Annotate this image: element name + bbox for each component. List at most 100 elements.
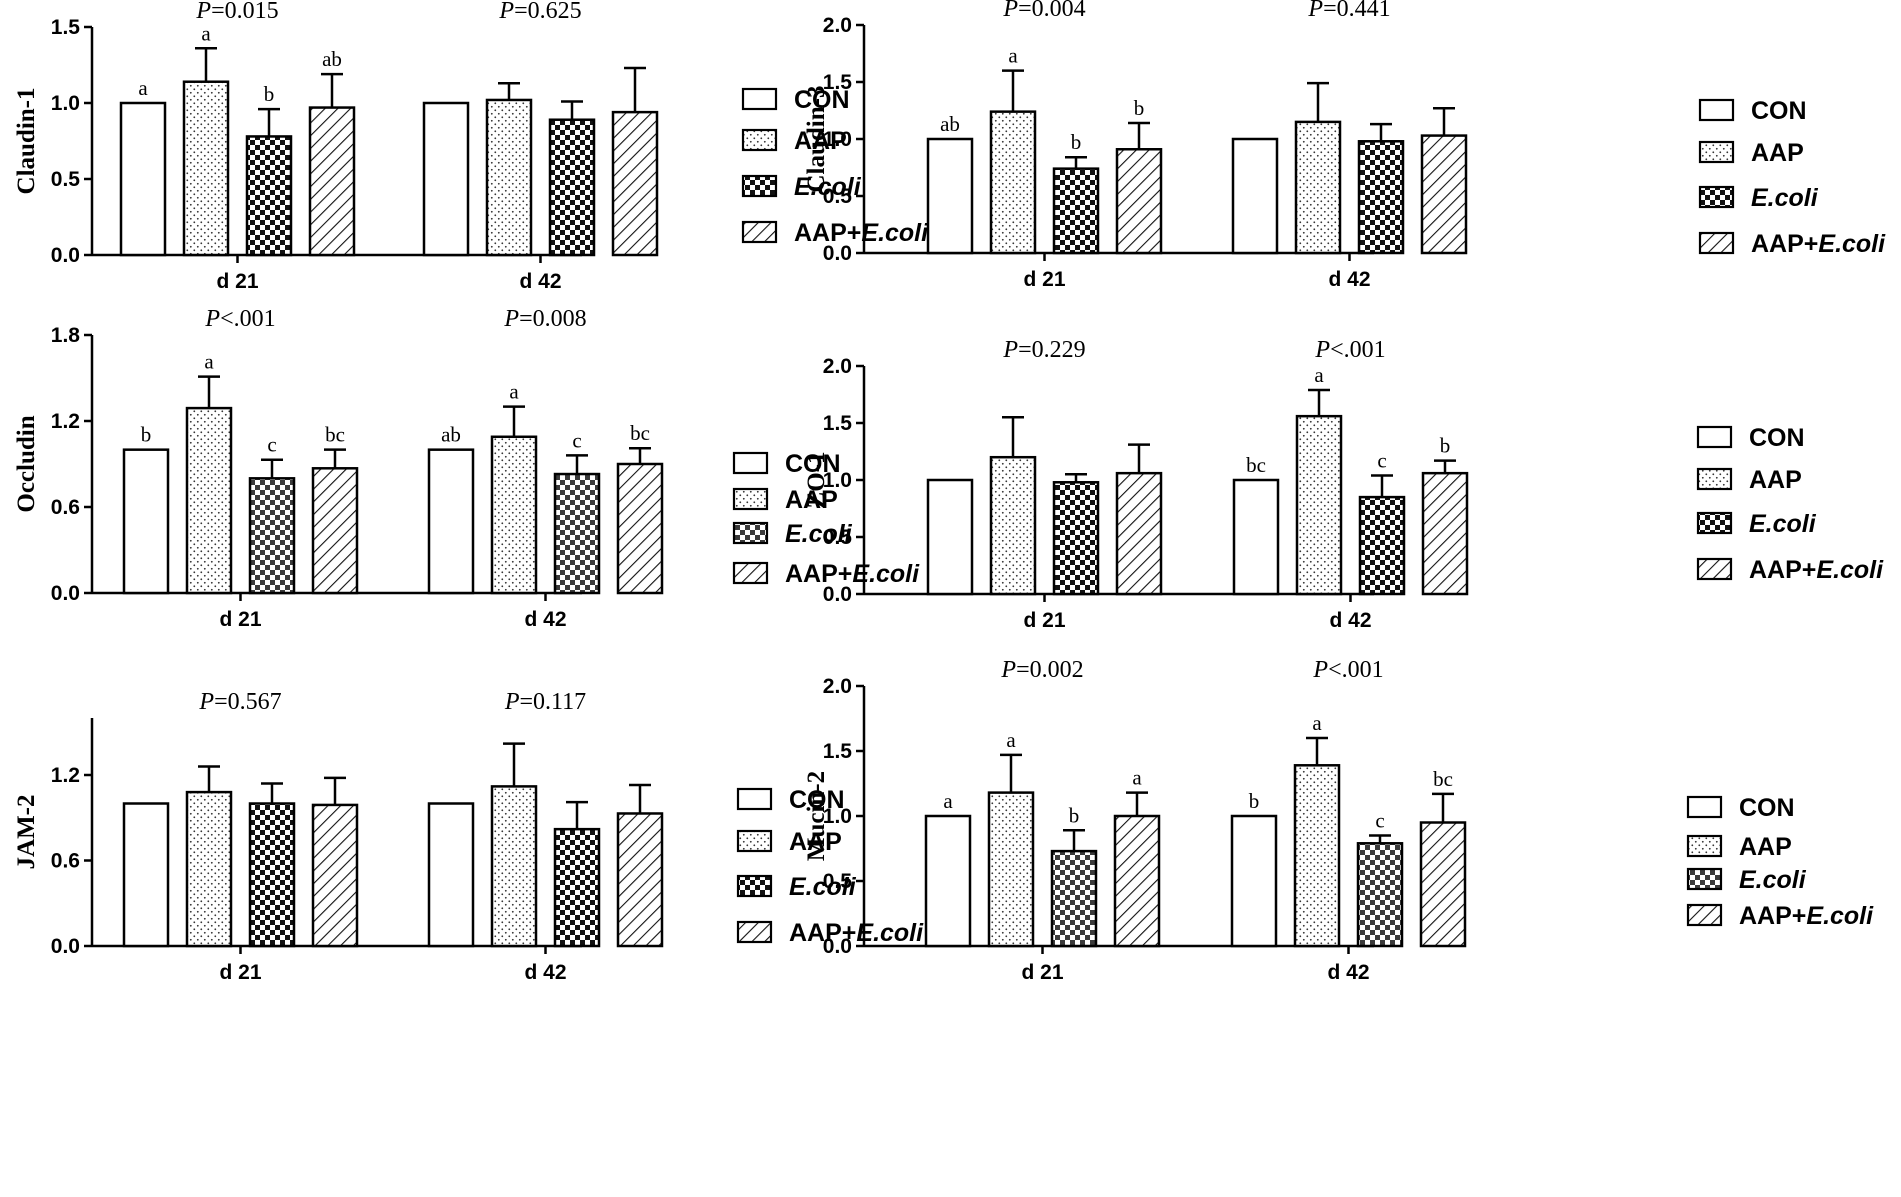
bar-aap-e-coli-d21 [311,467,359,595]
significance-letter: b [264,82,275,106]
legend-swatch [1696,511,1733,535]
significance-letter: bc [325,423,345,447]
legend-swatch [732,561,769,585]
p-value: P=0.567 [198,689,281,715]
x-tick-label: d 21 [1023,609,1065,632]
y-tick-label: 0.0 [823,242,852,265]
bar-con-d21 [926,478,974,596]
bar-e-coli-d21 [245,135,293,257]
x-tick-label: d 42 [1329,609,1371,632]
y-tick-label: 0.0 [51,582,80,605]
legend-label: AAP [789,828,842,856]
p-value: P<.001 [204,306,275,332]
legend-swatch [1686,903,1723,927]
y-tick-label: 1.0 [823,805,852,828]
significance-letter: c [1377,448,1386,472]
legend-swatch [1686,834,1723,858]
x-tick-label: d 42 [1328,268,1370,291]
bar-aap-e-coli-d21 [1115,471,1163,596]
bar-aap-e-coli-d21 [1115,148,1163,255]
legend-label: E.coli [1739,866,1807,894]
bar-aap-e-coli-d21 [308,106,356,257]
legend-label: AAP [1739,833,1792,861]
bar-con-d42 [422,101,470,257]
significance-letter: bc [630,421,650,445]
x-tick-label: d 42 [519,270,561,293]
x-tick-label: d 21 [219,608,261,631]
bar-e-coli-d42 [1358,495,1406,596]
bar-e-coli-d42 [1356,842,1404,948]
legend-swatch [736,874,773,898]
legend-label: AAP [1751,139,1804,167]
y-tick-label: 2.0 [823,675,852,698]
legend-label: CON [785,450,841,478]
significance-letter: a [509,380,519,404]
bar-aap-e-coli-d42 [616,812,664,948]
legend-swatch [1698,98,1735,122]
legend-swatch [1686,867,1723,891]
bar-aap-d42 [485,98,533,257]
y-tick-label: 0.0 [823,935,852,958]
significance-letter: a [204,350,214,374]
bar-con-d21 [122,448,170,595]
y-axis-label: JAM-2 [13,795,40,870]
y-tick-label: 1.5 [51,16,81,39]
bar-aap-e-coli-d42 [611,110,659,257]
y-tick-label: 2.0 [823,355,852,378]
significance-letter: b [1440,434,1451,458]
y-tick-label: 0.5 [823,526,853,549]
significance-letter: a [1314,363,1324,387]
legend-label: AAP [794,127,847,155]
y-axis-label: Claudin-3 [803,86,830,193]
significance-letter: a [138,76,148,100]
significance-letter: c [572,428,581,452]
legend-swatch [1698,140,1735,164]
y-tick-label: 0.0 [51,935,80,958]
legend: CON AAP E.coli AAP+E.coli [741,86,929,247]
y-tick-label: 1.5 [823,412,853,435]
significance-letter: ab [940,112,960,136]
bar-aap-d21 [989,110,1037,255]
legend-label: E.coli [789,873,857,901]
x-tick-label: d 21 [219,961,261,984]
significance-letter: b [1071,130,1082,154]
legend-swatch [741,128,778,152]
bar-e-coli-d21 [1050,849,1098,948]
x-tick-label: d 21 [1023,268,1065,291]
y-tick-label: 1.0 [51,92,80,115]
bar-aap-d42 [490,785,538,948]
p-value: P=0.441 [1307,0,1390,22]
legend-label: AAP+E.coli [1739,902,1874,930]
significance-letter: a [1008,44,1018,68]
y-tick-label: 0.5 [51,168,81,191]
bar-aap-d42 [1293,764,1341,948]
y-tick-label: 0.6 [51,496,80,519]
significance-letter: c [1375,809,1384,833]
y-tick-label: 0.6 [51,850,80,873]
legend-label: E.coli [785,520,853,548]
significance-letter: bc [1246,453,1266,477]
bar-aap-d21 [989,455,1037,596]
y-tick-label: 1.0 [823,469,852,492]
legend-swatch [1696,425,1733,449]
x-tick-label: d 42 [524,608,566,631]
bar-aap-d21 [987,791,1035,948]
bar-aap-e-coli-d21 [1113,814,1161,948]
legend-swatch [732,451,769,475]
significance-letter: ab [441,423,461,447]
legend-label: CON [1739,794,1795,822]
legend-label: AAP+E.coli [1749,556,1884,584]
legend-label: AAP+E.coli [1751,230,1886,258]
bar-con-d21 [122,802,170,948]
bar-e-coli-d21 [1052,167,1100,255]
legend-swatch [1698,185,1735,209]
bar-e-coli-d42 [1357,140,1405,255]
p-value: P=0.015 [195,0,278,24]
bar-con-d42 [427,802,475,948]
bar-con-d21 [926,137,974,255]
bar-con-d21 [924,814,972,948]
x-tick-label: d 42 [524,961,566,984]
